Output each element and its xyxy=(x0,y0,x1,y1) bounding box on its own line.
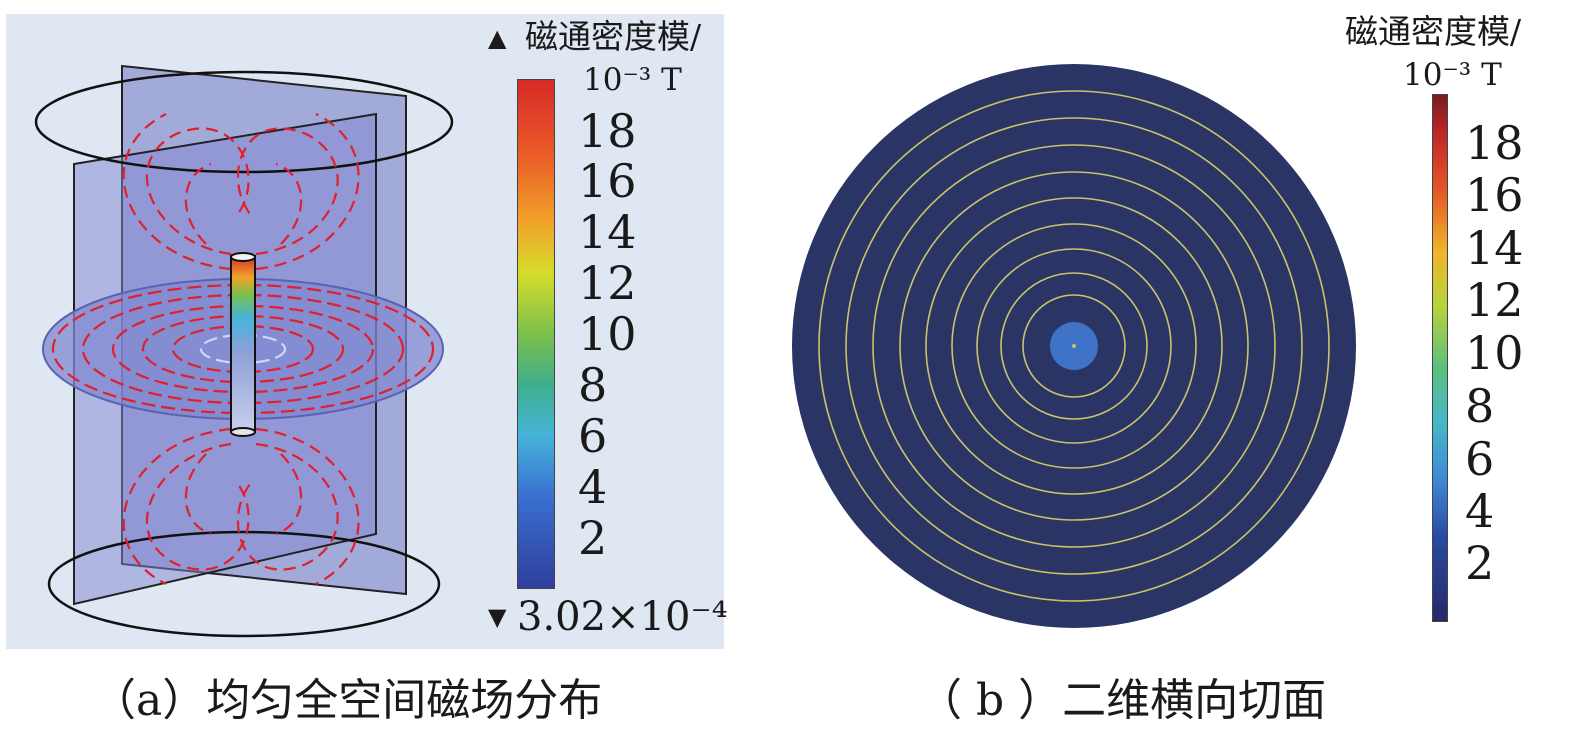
colorbar-a-tick: 10 xyxy=(578,307,637,361)
conductor-bottom-cap xyxy=(230,427,256,437)
central-conductor xyxy=(230,255,256,433)
colorbar-b-tick: 14 xyxy=(1465,221,1524,275)
colorbar-a-tick: 6 xyxy=(578,409,608,463)
colorbar-b-unit: 10⁻³ T xyxy=(1403,57,1502,93)
conductor-center xyxy=(1072,344,1076,348)
cylinder-bottom-edge xyxy=(47,530,441,638)
colorbar-b-tick: 4 xyxy=(1465,484,1495,538)
colorbar-b-tick: 16 xyxy=(1465,168,1524,222)
panel-a-illustration xyxy=(34,64,454,638)
colorbar-b-tick: 18 xyxy=(1465,116,1524,170)
colorbar-b-title: 磁通密度模/ xyxy=(1345,12,1522,51)
panel-a-3d-view xyxy=(6,14,724,649)
min-marker-icon: ▼ xyxy=(488,603,507,631)
colorbar-a xyxy=(517,79,555,589)
caption-a: （a）均匀全空间磁场分布 xyxy=(92,675,603,726)
colorbar-b xyxy=(1432,94,1448,622)
colorbar-a-tick: 8 xyxy=(578,358,608,412)
colorbar-a-tick: 4 xyxy=(578,460,608,514)
contour-rings xyxy=(818,90,1330,602)
colorbar-a-tick: 12 xyxy=(578,256,637,310)
cylinder-top-edge xyxy=(34,70,454,174)
colorbar-b-tick: 12 xyxy=(1465,273,1524,327)
caption-b: （ b ）二维横向切面 xyxy=(918,675,1327,726)
colorbar-a-unit: 10⁻³ T xyxy=(583,62,682,98)
colorbar-a-tick: 18 xyxy=(578,104,637,158)
panel-b-illustration xyxy=(792,64,1356,628)
colorbar-b-tick: 8 xyxy=(1465,379,1495,433)
colorbar-b-tick: 10 xyxy=(1465,326,1524,380)
conductor-top-cap xyxy=(230,252,256,262)
colorbar-a-tick: 16 xyxy=(578,154,637,208)
colorbar-b-tick: 6 xyxy=(1465,432,1495,486)
panel-b-cross-section xyxy=(790,64,1360,638)
lower-field-loops xyxy=(122,427,360,585)
colorbar-a-title: 磁通密度模/ xyxy=(525,17,702,56)
colorbar-b-tick: 2 xyxy=(1465,536,1495,590)
max-marker-icon: ▲ xyxy=(488,24,507,52)
colorbar-a-tick: 14 xyxy=(578,205,637,259)
upper-field-loops xyxy=(122,113,360,271)
colorbar-a-tick: 2 xyxy=(578,511,608,565)
colorbar-a-min-value: 3.02×10⁻⁴ xyxy=(517,594,728,640)
